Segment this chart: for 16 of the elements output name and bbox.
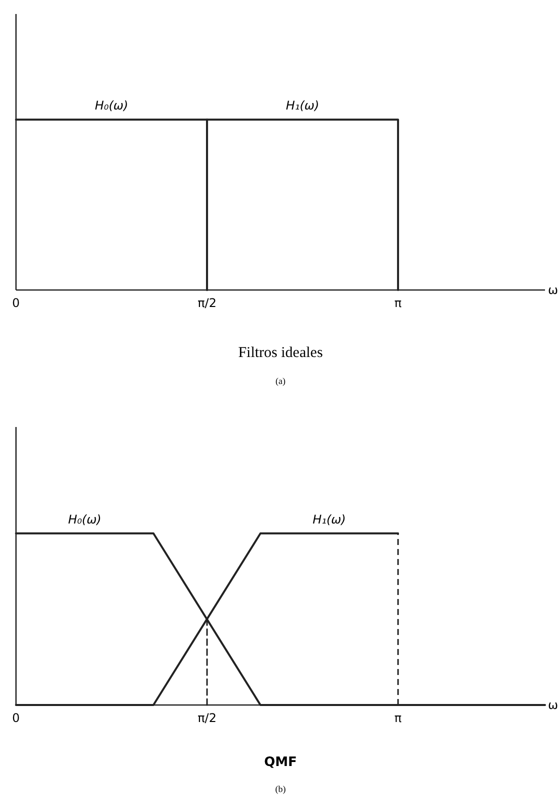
x-axis-title: ω <box>548 283 558 297</box>
text: (b) <box>275 784 286 794</box>
x-tick-label: 0 <box>12 296 20 310</box>
series-label: H₀(ω) <box>94 98 128 113</box>
x-tick-label: π <box>394 711 402 725</box>
series-label: H₁(ω) <box>286 98 320 113</box>
text: Filtros ideales <box>238 345 323 361</box>
text: QMF <box>264 755 297 770</box>
series-label: H₁(ω) <box>312 512 346 526</box>
x-tick-label: π <box>394 296 402 310</box>
x-tick-label: π/2 <box>198 711 216 725</box>
text: (a) <box>276 376 286 386</box>
series-label: H₀(ω) <box>68 512 102 526</box>
x-tick-label: 0 <box>12 711 20 725</box>
x-tick-label: π/2 <box>198 296 216 310</box>
x-axis-title: ω <box>548 698 558 712</box>
